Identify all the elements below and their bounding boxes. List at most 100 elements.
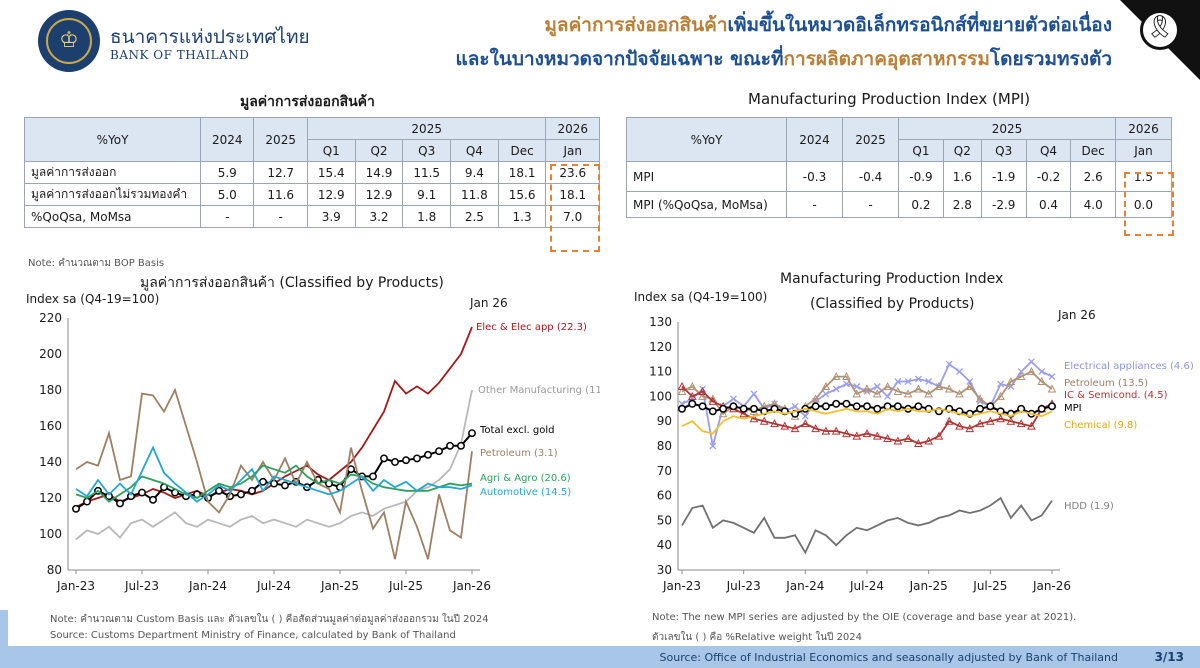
y-tick-label: 80 [657, 439, 672, 453]
left-chart-source: Source: Customs Department Ministry of F… [50, 630, 456, 641]
data-point [832, 399, 841, 408]
mpi-header-row1: %YoY 2024 2025 2025 2026 [626, 117, 1173, 162]
data-point [138, 488, 146, 497]
data-point [739, 404, 748, 413]
mpi-table-title: Manufacturing Production Index (MPI) [748, 90, 1031, 108]
data-point [698, 391, 707, 400]
data-point [853, 383, 861, 390]
export-col-q4: Q4 [450, 139, 499, 162]
data-point [924, 436, 934, 445]
table-cell: 9.4 [450, 161, 499, 184]
mpi-col-jan: Jan [1114, 139, 1173, 162]
mpi-year-2024: 2024 [785, 117, 844, 162]
data-point [248, 486, 256, 495]
export-col-dec: Dec [497, 139, 547, 162]
data-point [83, 497, 91, 506]
series-label-agri-agro-20-6: Agri & Agro (20.6) [480, 473, 571, 484]
data-point [914, 375, 922, 383]
data-point [832, 385, 840, 393]
export-table-note: Note: คำนวณตาม BOP Basis [28, 258, 165, 269]
data-point [1027, 367, 1036, 376]
y-tick-label: 120 [649, 340, 672, 354]
mpi-group-2025: 2025 [898, 117, 1116, 140]
data-point [1006, 376, 1016, 386]
table-cell: 9.1 [402, 183, 452, 206]
data-point [457, 441, 465, 450]
series-label-hdd-1-9: HDD (1.9) [1064, 501, 1114, 512]
brand-name-english: BANK OF THAILAND [110, 48, 250, 62]
data-point [821, 402, 830, 411]
data-point [446, 441, 454, 450]
data-point [719, 404, 728, 413]
export-group-2025: 2025 [306, 117, 547, 140]
x-tick-label: Jan-25 [320, 579, 359, 593]
data-point [424, 450, 432, 459]
x-tick-label: Jan-26 [1032, 579, 1071, 593]
footer-source: Source: Office of Industrial Economics a… [659, 651, 1118, 664]
data-point [873, 383, 881, 390]
data-point [1048, 373, 1056, 381]
data-point [698, 386, 707, 395]
y-tick-label: 110 [649, 365, 672, 379]
table-cell: -0.2 [1025, 161, 1072, 192]
mpi-corner-cell: %YoY [626, 117, 787, 162]
export-header-row1: %YoY 2024 2025 2025 2026 [24, 117, 600, 162]
data-point [1047, 384, 1057, 393]
table-cell: 0.2 [898, 191, 944, 218]
mpi-year-2025: 2025 [842, 117, 900, 162]
data-point [259, 477, 267, 486]
data-point [965, 381, 975, 390]
data-point [975, 394, 985, 403]
x-tick-label: Jul-25 [388, 579, 423, 593]
row-label: %QoQsa, MoMsa [24, 205, 201, 228]
x-tick-label: Jul-23 [726, 579, 761, 593]
data-point [985, 416, 995, 425]
data-point [893, 436, 903, 445]
data-point [237, 490, 245, 499]
y-tick-label: 100 [649, 389, 672, 403]
data-point [914, 384, 923, 393]
y-tick-label: 40 [657, 538, 672, 552]
x-tick-label: Jan-24 [785, 579, 824, 593]
data-point [688, 399, 697, 408]
data-point [729, 402, 738, 411]
data-point [1048, 402, 1056, 411]
table-cell: 2.6 [1070, 161, 1116, 192]
right-chart-title-line2: (Classified by Products) [810, 296, 975, 312]
data-point [955, 421, 964, 430]
footer-bar: Source: Office of Industrial Economics a… [0, 646, 1200, 668]
table-cell: 15.6 [497, 183, 547, 206]
data-point [72, 504, 80, 513]
data-point [750, 390, 758, 398]
data-point [1016, 419, 1026, 428]
y-tick-label: 140 [39, 455, 62, 469]
title1-part-b: เพิ่มขึ้นในหมวดอิเล็กทรอนิกส์ที่ขยายตัวต… [727, 14, 1113, 36]
series-label-automotive-14-5: Automotive (14.5) [480, 487, 571, 498]
series-label-mpi: MPI [1064, 403, 1082, 414]
mpi-jan-highlight [1124, 172, 1174, 236]
table-row: %QoQsa, MoMsa - - 3.9 3.2 1.8 2.5 1.3 7.… [24, 205, 600, 228]
data-point [852, 431, 862, 440]
page-number: 3/13 [1154, 650, 1184, 664]
export-jan-highlight [550, 164, 600, 252]
export-col-q3: Q3 [402, 139, 452, 162]
x-tick-label: Jul-24 [256, 579, 291, 593]
y-tick-label: 180 [39, 383, 62, 397]
table-cell: 2.5 [450, 205, 499, 228]
table-cell: 5.9 [199, 161, 255, 184]
data-point [369, 472, 377, 481]
data-point [677, 381, 687, 390]
data-point [811, 402, 820, 411]
data-point [842, 399, 851, 408]
y-tick-label: 70 [657, 464, 672, 478]
table-cell: -2.9 [980, 191, 1027, 218]
data-point [770, 419, 779, 428]
y-tick-label: 160 [39, 419, 62, 433]
data-point [801, 412, 809, 420]
data-point [975, 419, 985, 428]
y-tick-label: 220 [39, 311, 62, 325]
x-tick-label: Jul-24 [849, 579, 884, 593]
series-line-petroleum-3-1 [75, 387, 473, 560]
data-point [986, 402, 995, 411]
brand-name-thai: ธนาคารแห่งประเทศไทย [110, 26, 310, 48]
